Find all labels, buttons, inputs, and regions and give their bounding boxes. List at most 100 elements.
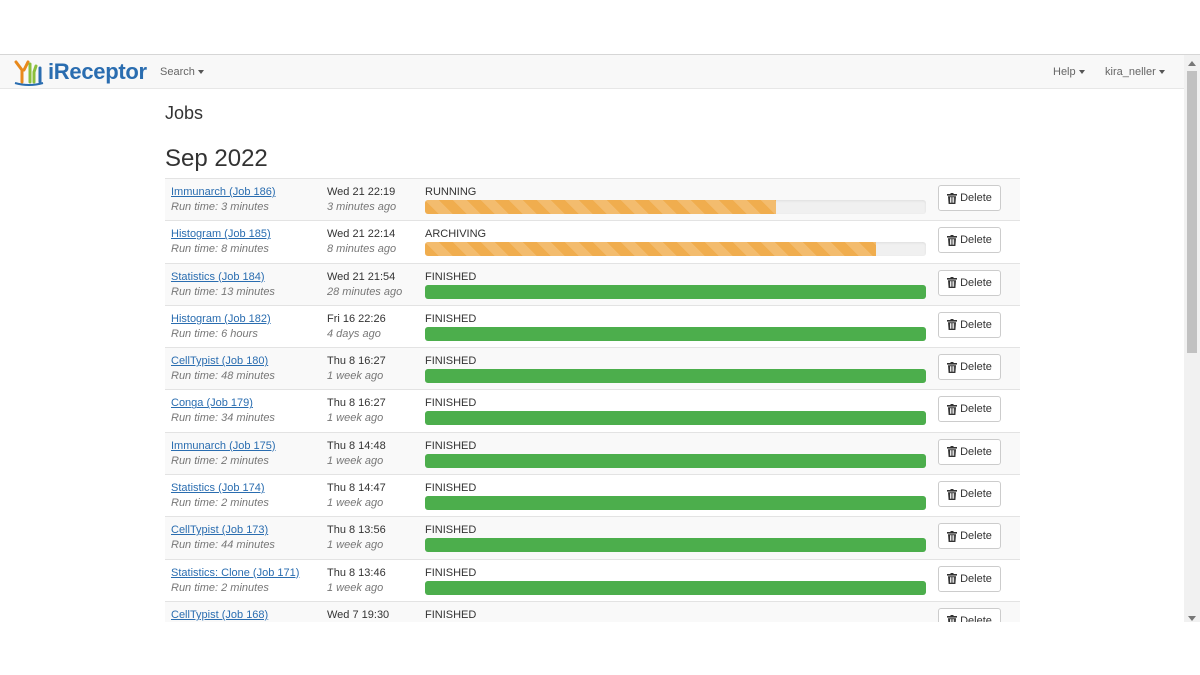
trash-icon <box>947 615 958 622</box>
job-progress-bar <box>425 453 926 468</box>
job-row: Statistics (Job 184) Run time: 13 minute… <box>165 262 1020 305</box>
job-row: CellTypist (Job 180) Run time: 48 minute… <box>165 347 1020 390</box>
trash-icon <box>947 192 958 204</box>
job-link[interactable]: Statistics (Job 174) <box>171 482 265 495</box>
job-date: Wed 21 21:54 <box>327 270 396 283</box>
job-link[interactable]: Conga (Job 179) <box>171 397 253 410</box>
job-runtime: Run time: 13 minutes <box>171 285 275 298</box>
help-menu-label: Help <box>1053 66 1076 78</box>
job-status: FINISHED <box>425 397 477 410</box>
delete-button[interactable]: Delete <box>938 185 1001 211</box>
job-status: FINISHED <box>425 439 477 452</box>
delete-button-label: Delete <box>960 572 992 585</box>
job-relative-time: 3 minutes ago <box>327 201 397 213</box>
job-progress-fill <box>425 496 926 511</box>
job-link[interactable]: Histogram (Job 182) <box>171 312 271 325</box>
job-date: Thu 8 13:56 <box>327 524 386 537</box>
job-status: FINISHED <box>425 608 477 621</box>
month-heading: Sep 2022 <box>165 145 268 172</box>
job-progress-bar <box>425 496 926 511</box>
job-relative-time: 1 week ago <box>327 497 384 510</box>
job-progress-fill <box>425 411 926 426</box>
job-date: Thu 8 14:48 <box>327 439 386 452</box>
job-row: Histogram (Job 185) Run time: 8 minutes … <box>165 220 1020 262</box>
scroll-down-arrow-icon[interactable] <box>1188 616 1196 621</box>
trash-icon <box>947 277 958 289</box>
user-menu[interactable]: kira_neller <box>1105 66 1165 78</box>
job-runtime: Run time: 8 minutes <box>171 243 269 256</box>
job-link[interactable]: CellTypist (Job 180) <box>171 355 269 368</box>
job-status: FINISHED <box>425 566 477 579</box>
job-link[interactable]: CellTypist (Job 173) <box>171 524 269 537</box>
job-date: Wed 21 22:14 <box>327 228 396 241</box>
job-row: Statistics (Job 174) Run time: 2 minutes… <box>165 474 1020 516</box>
job-runtime: Run time: 2 minutes <box>171 497 269 510</box>
delete-button[interactable]: Delete <box>938 481 1001 508</box>
delete-button[interactable]: Delete <box>938 438 1001 465</box>
search-menu[interactable]: Search <box>160 66 204 78</box>
job-status: ARCHIVING <box>425 228 487 241</box>
trash-icon <box>947 361 958 373</box>
job-progress-fill <box>425 200 776 214</box>
job-link[interactable]: Statistics: Clone (Job 171) <box>171 566 300 579</box>
job-progress-fill <box>425 284 926 299</box>
chevron-down-icon <box>1158 70 1165 74</box>
delete-button[interactable]: Delete <box>938 396 1001 423</box>
job-status: FINISHED <box>425 524 477 537</box>
job-progress-bar <box>425 242 926 257</box>
job-link[interactable]: Histogram (Job 185) <box>171 228 271 241</box>
job-runtime: Run time: 44 minutes <box>171 539 275 552</box>
trash-icon <box>947 530 958 542</box>
delete-button-label: Delete <box>960 276 992 289</box>
delete-button-label: Delete <box>960 192 992 204</box>
job-relative-time: 1 week ago <box>327 370 384 383</box>
page-title: Jobs <box>165 103 204 123</box>
browser-viewport: iReceptor Search Help kira_neller Jobs S… <box>0 54 1200 622</box>
scroll-up-arrow-icon[interactable] <box>1188 61 1196 66</box>
delete-button[interactable]: Delete <box>938 607 1001 622</box>
delete-button[interactable]: Delete <box>938 354 1001 381</box>
job-progress-fill <box>425 453 926 468</box>
top-navbar: iReceptor Search Help kira_neller <box>0 55 1184 89</box>
job-link[interactable]: Statistics (Job 184) <box>171 270 265 283</box>
job-relative-time: 1 week ago <box>327 454 384 467</box>
delete-button[interactable]: Delete <box>938 565 1001 592</box>
delete-button[interactable]: Delete <box>938 523 1001 550</box>
delete-button-label: Delete <box>960 614 992 622</box>
job-runtime: Run time: 34 minutes <box>171 412 275 425</box>
ireceptor-logo[interactable]: iReceptor <box>12 57 147 87</box>
job-status: FINISHED <box>425 355 477 368</box>
job-link[interactable]: Immunarch (Job 186) <box>171 186 276 198</box>
job-date: Thu 8 16:27 <box>327 397 386 410</box>
job-link[interactable]: CellTypist (Job 168) <box>171 608 269 621</box>
help-menu[interactable]: Help <box>1053 66 1085 78</box>
job-row: Statistics: Clone (Job 171) Run time: 2 … <box>165 558 1020 601</box>
job-date: Wed 21 22:19 <box>327 186 396 198</box>
job-progress-fill <box>425 538 926 553</box>
job-progress-fill <box>425 580 926 595</box>
job-progress-bar <box>425 326 926 341</box>
job-link[interactable]: Immunarch (Job 175) <box>171 439 276 452</box>
ireceptor-logo-icon <box>14 60 44 86</box>
trash-icon <box>947 234 958 246</box>
delete-button-label: Delete <box>960 403 992 416</box>
delete-button[interactable]: Delete <box>938 269 1001 296</box>
job-row: Immunarch (Job 175) Run time: 2 minutes … <box>165 431 1020 475</box>
delete-button-label: Delete <box>960 234 992 247</box>
scrollbar-thumb[interactable] <box>1187 71 1197 353</box>
delete-button-label: Delete <box>960 318 992 331</box>
job-relative-time: 1 week ago <box>327 539 384 552</box>
job-runtime: Run time: 6 hours <box>171 327 258 340</box>
job-date: Wed 7 19:30 <box>327 608 390 621</box>
chevron-down-icon <box>1078 70 1085 74</box>
job-runtime: Run time: 2 minutes <box>171 581 269 594</box>
vertical-scrollbar[interactable] <box>1184 55 1200 622</box>
delete-button[interactable]: Delete <box>938 227 1001 254</box>
delete-button[interactable]: Delete <box>938 311 1001 338</box>
job-relative-time: 8 minutes ago <box>327 243 397 256</box>
job-relative-time: 4 days ago <box>327 327 381 340</box>
trash-icon <box>947 446 958 458</box>
delete-button-label: Delete <box>960 488 992 501</box>
job-progress-bar <box>425 369 926 384</box>
trash-icon <box>947 319 958 331</box>
